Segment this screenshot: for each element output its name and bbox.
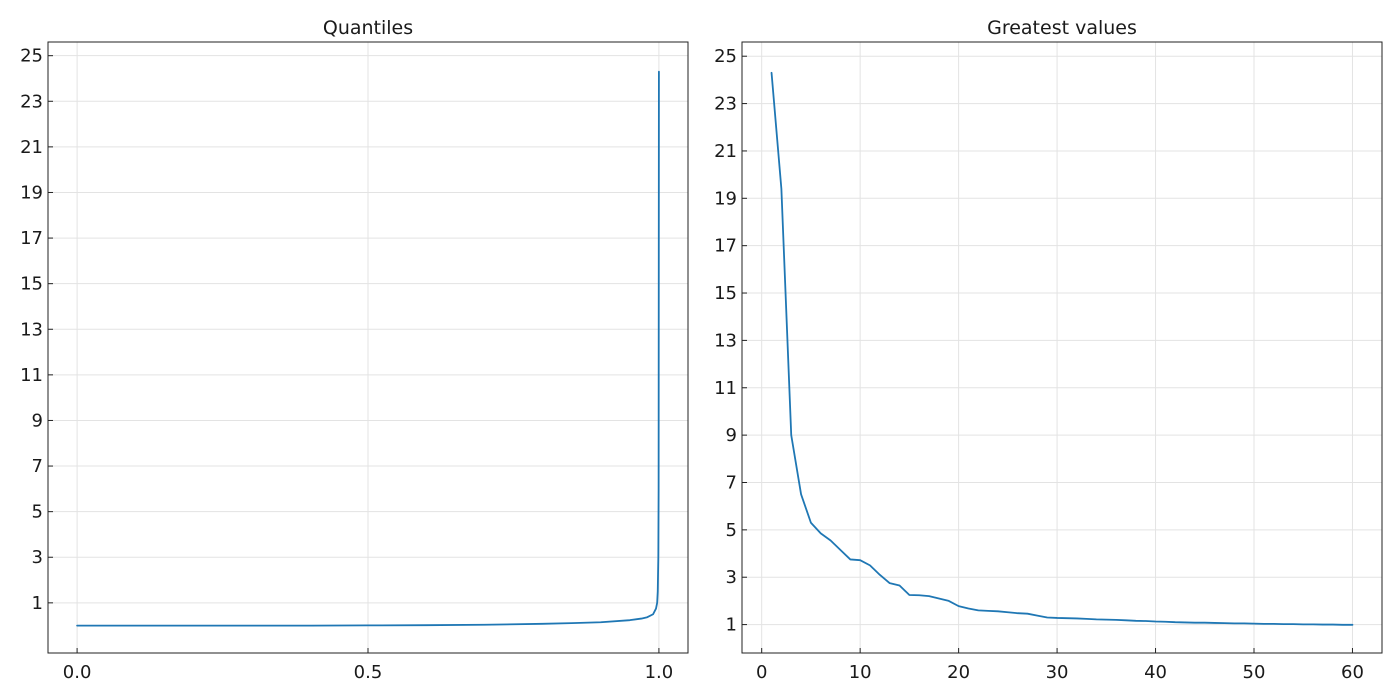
x-tick-label: 10 [849,662,872,683]
x-tick-label: 20 [947,662,970,683]
x-tick-label: 0.0 [63,662,92,683]
y-tick-label: 23 [714,94,737,115]
y-tick-label: 5 [32,502,43,523]
y-tick-label: 19 [20,182,43,203]
x-tick-label: 50 [1243,662,1266,683]
y-tick-label: 25 [714,46,737,67]
y-tick-label: 1 [32,593,43,614]
series-line [76,70,660,627]
y-tick-label: 1 [726,615,737,636]
y-tick-label: 7 [32,456,43,477]
y-tick-label: 15 [714,283,737,304]
y-tick-label: 11 [20,365,43,386]
y-tick-label: 25 [20,46,43,67]
x-tick-label: 1.0 [645,662,674,683]
x-tick-label: 30 [1046,662,1069,683]
series-line [770,71,1354,626]
x-tick-label: 60 [1341,662,1364,683]
chart-title: Greatest values [987,17,1137,39]
y-tick-label: 17 [714,236,737,257]
plot-frame [741,41,1383,654]
y-tick-label: 21 [714,141,737,162]
y-tick-label: 21 [20,137,43,158]
y-tick-label: 23 [20,91,43,112]
y-tick-label: 13 [20,319,43,340]
y-tick-label: 11 [714,378,737,399]
y-tick-label: 5 [726,520,737,541]
y-tick-label: 7 [726,472,737,493]
chart-title: Quantiles [323,17,413,39]
y-tick-label: 3 [32,547,43,568]
y-tick-label: 9 [726,425,737,446]
x-tick-label: 40 [1144,662,1167,683]
y-tick-label: 15 [20,274,43,295]
y-tick-label: 13 [714,330,737,351]
y-tick-label: 17 [20,228,43,249]
x-tick-label: 0.5 [354,662,383,683]
y-tick-label: 19 [714,188,737,209]
y-tick-label: 3 [726,567,737,588]
y-tick-label: 9 [32,410,43,431]
x-tick-label: 0 [756,662,767,683]
